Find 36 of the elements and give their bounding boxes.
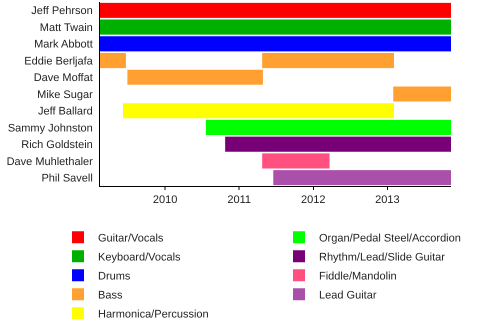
x-tick-label: 2013 [375, 194, 400, 206]
bar [127, 70, 263, 85]
y-tick-label: Rich Goldstein [21, 139, 93, 152]
bar [100, 20, 451, 35]
y-tick-label: Sammy Johnston [8, 122, 93, 134]
y-tick-label: Matt Twain [40, 22, 93, 34]
legend-label: Bass [98, 290, 123, 302]
legend-label: Lead Guitar [319, 290, 377, 302]
legend-label: Organ/Pedal Steel/Accordion [319, 232, 461, 245]
bar [262, 153, 330, 168]
bar [100, 53, 126, 68]
legend-label: Drums [98, 270, 131, 283]
y-tick-label: Phil Savell [41, 172, 93, 184]
legend-label: Fiddle/Mandolin [319, 270, 397, 283]
y-tick-label: Dave Moffat [34, 72, 93, 84]
x-tick-label: 2010 [152, 194, 178, 206]
bar [225, 136, 451, 152]
x-tick-label: 2012 [301, 194, 326, 206]
y-tick-label: Dave Muhlethaler [6, 156, 94, 168]
bar [273, 170, 451, 186]
bar [262, 53, 394, 68]
bar [393, 86, 451, 102]
y-tick-label: Mike Sugar [37, 88, 94, 101]
y-tick-label: Mark Abbott [34, 38, 93, 51]
y-tick-label: Eddie Berljafa [24, 55, 94, 68]
bar [206, 120, 451, 135]
bar [100, 2, 451, 18]
legend-label: Keyboard/Vocals [98, 252, 182, 264]
x-tick-label: 2011 [227, 194, 252, 206]
legend-label: Guitar/Vocals [98, 232, 164, 245]
y-tick-label: Jeff Pehrson [31, 5, 93, 18]
bar [100, 36, 451, 52]
bar [122, 103, 394, 118]
y-tick-label: Jeff Ballard [38, 106, 93, 118]
legend-label: Rhythm/Lead/Slide Guitar [319, 252, 446, 264]
legend-label: Harmonica/Percussion [98, 308, 209, 321]
